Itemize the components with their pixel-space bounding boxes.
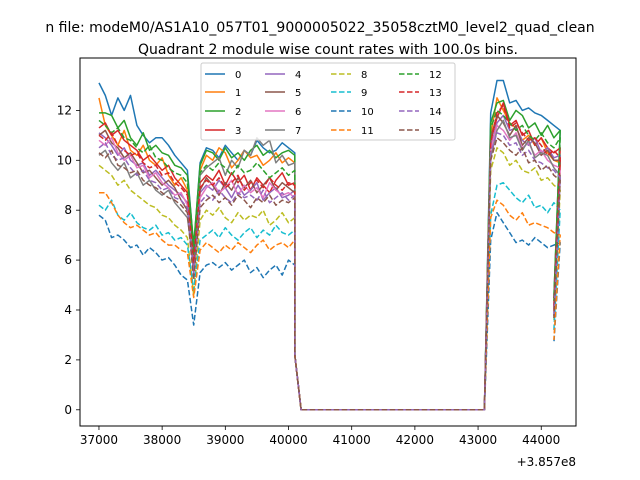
plot-area: 37000 38000 39000 40000 41000 42000 43000 44000… (57, 57, 577, 469)
chart-title: Quadrant 2 module wise count rates with … (138, 42, 518, 58)
series-layer (98, 79, 561, 411)
series-line-13 (98, 104, 561, 411)
legend-label-0: 0 (235, 70, 241, 81)
x-tick-label: 38000 (143, 433, 181, 447)
x-tick-label: 37000 (80, 433, 118, 447)
legend-label-5: 5 (295, 88, 301, 99)
legend-label-15: 15 (429, 126, 442, 137)
legend-label-14: 14 (429, 107, 442, 118)
legend-label-2: 2 (235, 107, 241, 118)
x-tick-label: 41000 (333, 433, 371, 447)
figure-suptitle: n file: modeM0/AS1A10_057T01_9000005022_… (45, 20, 594, 36)
legend-label-4: 4 (295, 70, 301, 81)
series-line-15 (98, 137, 561, 411)
x-tick-label: 40000 (269, 433, 307, 447)
series-line-11 (99, 191, 561, 411)
legend-label-12: 12 (429, 70, 442, 81)
legend-label-1: 1 (235, 88, 241, 99)
x-tick-label: 43000 (459, 433, 497, 447)
series-line-10 (98, 211, 561, 411)
y-tick-label: 2 (64, 353, 72, 367)
y-tick-label: 6 (64, 253, 72, 267)
y-tick-label: 4 (64, 303, 72, 317)
y-tick-label: 0 (64, 403, 72, 417)
legend-label-3: 3 (235, 126, 241, 137)
x-offset-label: +3.857e8 (517, 455, 576, 469)
y-tick-label: 8 (64, 203, 72, 217)
y-axis: 0 2 4 6 8 10 12 (57, 103, 80, 417)
x-tick-label: 44000 (522, 433, 560, 447)
legend-box (200, 62, 456, 141)
legend-label-7: 7 (295, 126, 301, 137)
x-axis: 37000 38000 39000 40000 41000 42000 43000 44000 (80, 426, 560, 447)
legend-label-10: 10 (361, 107, 374, 118)
legend-label-6: 6 (295, 107, 301, 118)
axes-frame (79, 57, 577, 427)
legend-label-13: 13 (429, 88, 442, 99)
y-tick-label: 10 (57, 153, 72, 167)
legend-label-9: 9 (361, 88, 367, 99)
legend-label-11: 11 (361, 126, 374, 137)
y-tick-label: 12 (57, 103, 72, 117)
legend-label-8: 8 (361, 70, 367, 81)
x-tick-label: 42000 (396, 433, 434, 447)
series-line-12 (98, 109, 561, 411)
x-tick-label: 39000 (206, 433, 244, 447)
